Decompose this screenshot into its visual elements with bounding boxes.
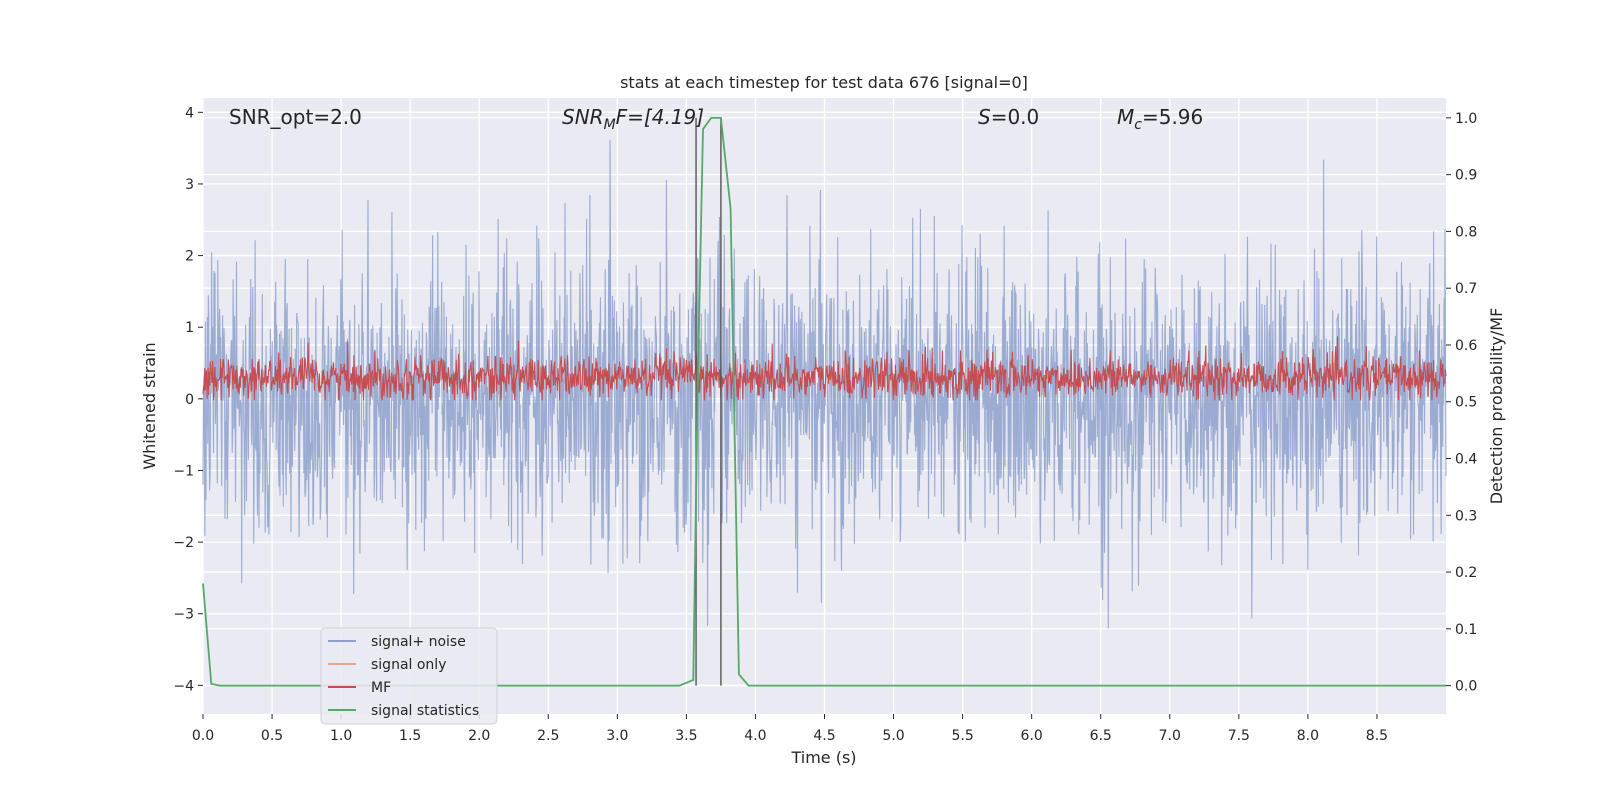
x-tick-label: 6.5	[1090, 728, 1112, 744]
y-axis-label-right: Detection probability/MF	[1487, 308, 1506, 505]
x-tick-label: 5.5	[951, 728, 973, 744]
y-right-tick-label: 0.1	[1455, 622, 1477, 638]
x-tick-label: 0.5	[261, 728, 283, 744]
y-right-tick-label: 0.4	[1455, 452, 1477, 468]
legend-label-noise: signal+ noise	[371, 634, 466, 650]
series-signal-statistics-line	[202, 117, 1446, 687]
x-tick-label: 4.0	[744, 728, 766, 744]
x-tick-label: 7.5	[1228, 728, 1250, 744]
y-left-tick-label: 1	[185, 320, 194, 336]
y-right-tick-label: 0.5	[1455, 395, 1477, 411]
y-left-tick-label: −3	[173, 607, 194, 623]
legend-label-signal-statistics: signal statistics	[371, 703, 479, 719]
annotation-s: S=0.0	[978, 105, 1039, 129]
x-tick-label: 3.5	[675, 728, 697, 744]
annotation-snr-opt: SNR_opt=2.0	[229, 105, 362, 129]
y-axis-label-left: Whitened strain	[140, 342, 159, 469]
x-tick-label: 8.5	[1366, 728, 1388, 744]
vertical-markers	[695, 117, 722, 686]
legend: signal+ noise signal only MF signal stat…	[320, 627, 498, 725]
mf-series	[202, 336, 1447, 401]
x-tick-label: 8.0	[1297, 728, 1319, 744]
ticks: 0.0 0.5 1.0 1.5 2.0 2.5 3.0 3.5 4.0 4.5 5.0 5.5 6.0 6…	[173, 105, 1477, 744]
y-right-tick-label: 0.2	[1455, 565, 1477, 581]
y-right-tick-label: 0.9	[1455, 168, 1477, 184]
x-tick-label: 1.0	[330, 728, 352, 744]
x-tick-label: 0.0	[192, 728, 214, 744]
signal-plus-noise-series	[202, 139, 1447, 629]
y-left-tick-label: 0	[185, 392, 194, 408]
x-tick-label: 6.0	[1021, 728, 1043, 744]
y-right-tick-label: 0.3	[1455, 508, 1477, 524]
x-tick-label: 1.5	[399, 728, 421, 744]
y-left-tick-label: 3	[185, 177, 194, 193]
legend-label-mf: MF	[371, 680, 391, 696]
y-left-tick-label: 4	[185, 105, 194, 121]
y-right-tick-label: 0.7	[1455, 281, 1477, 297]
x-tick-label: 2.5	[537, 728, 559, 744]
annotation-snr-mf: SNRMF=[4.19]	[562, 105, 704, 133]
legend-label-signal-only: signal only	[371, 657, 446, 673]
chart-title: stats at each timestep for test data 676…	[620, 73, 1028, 92]
signal-statistics-series	[202, 117, 1446, 687]
y-right-tick-label: 1.0	[1455, 111, 1477, 127]
y-right-tick-label: 0.8	[1455, 224, 1477, 240]
x-axis-label: Time (s)	[790, 748, 856, 767]
x-tick-label: 5.0	[882, 728, 904, 744]
y-left-tick-label: −1	[173, 463, 194, 479]
annotation-mc: Mc=5.96	[1117, 105, 1203, 133]
series-mf-line	[202, 336, 1447, 401]
x-tick-label: 2.0	[468, 728, 490, 744]
y-right-tick-label: 0.0	[1455, 679, 1477, 695]
x-tick-label: 7.0	[1159, 728, 1181, 744]
x-tick-label: 3.0	[606, 728, 628, 744]
y-right-tick-label: 0.6	[1455, 338, 1477, 354]
y-left-tick-label: −2	[173, 535, 194, 551]
y-left-tick-label: 2	[185, 249, 194, 265]
x-tick-label: 4.5	[813, 728, 835, 744]
series-signal-plus-noise-line	[202, 139, 1447, 629]
legend-box	[320, 627, 498, 725]
y-left-tick-label: −4	[173, 678, 194, 694]
